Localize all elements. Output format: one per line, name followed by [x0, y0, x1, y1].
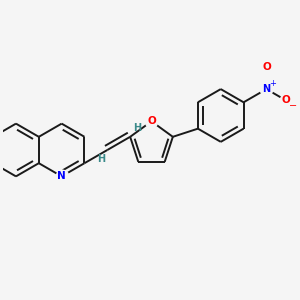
Text: N: N: [57, 171, 66, 182]
Text: O: O: [281, 95, 290, 105]
Text: O: O: [147, 116, 156, 126]
Text: H: H: [97, 154, 105, 164]
Text: O: O: [262, 62, 271, 72]
Text: −: −: [289, 101, 297, 111]
Text: +: +: [270, 79, 277, 88]
Text: N: N: [262, 84, 271, 94]
Text: H: H: [133, 123, 141, 133]
